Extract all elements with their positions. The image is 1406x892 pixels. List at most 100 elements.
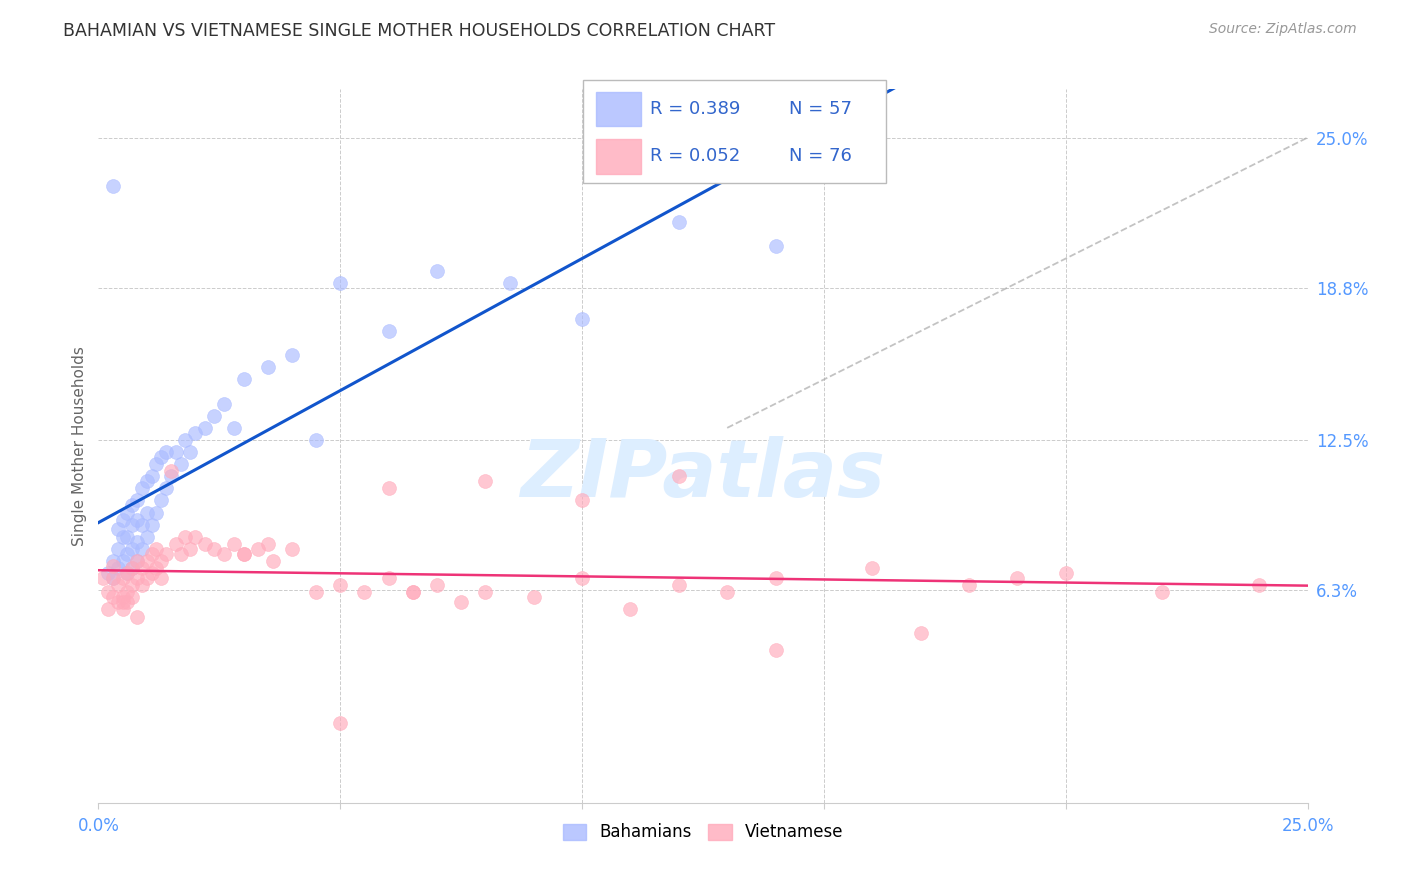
FancyBboxPatch shape — [596, 92, 641, 127]
Point — [765, 643, 787, 657]
Point — [127, 554, 149, 568]
Point — [131, 541, 153, 556]
Point — [101, 558, 124, 573]
Point — [121, 578, 143, 592]
Text: ZIPatlas: ZIPatlas — [520, 435, 886, 514]
Point — [127, 571, 149, 585]
Point — [426, 263, 449, 277]
Point — [127, 493, 149, 508]
Point — [141, 517, 163, 532]
Point — [194, 537, 217, 551]
Point — [1007, 571, 1029, 585]
Text: N = 76: N = 76 — [789, 147, 852, 165]
FancyBboxPatch shape — [596, 139, 641, 174]
Point — [97, 566, 120, 580]
Point — [131, 561, 153, 575]
Point — [121, 498, 143, 512]
Point — [135, 554, 157, 568]
Point — [117, 585, 139, 599]
Point — [131, 517, 153, 532]
Point — [174, 530, 197, 544]
Point — [155, 445, 177, 459]
Legend: Bahamians, Vietnamese: Bahamians, Vietnamese — [555, 817, 851, 848]
Point — [402, 585, 425, 599]
Point — [174, 433, 197, 447]
Point — [107, 595, 129, 609]
Point — [111, 590, 134, 604]
Point — [127, 513, 149, 527]
Point — [121, 517, 143, 532]
Point — [222, 421, 245, 435]
Point — [97, 602, 120, 616]
Point — [141, 469, 163, 483]
Text: R = 0.389: R = 0.389 — [650, 100, 741, 118]
Point — [474, 474, 496, 488]
Point — [377, 571, 399, 585]
Point — [101, 178, 124, 193]
Point — [101, 590, 124, 604]
Point — [377, 481, 399, 495]
Point — [165, 445, 187, 459]
Point — [135, 571, 157, 585]
FancyBboxPatch shape — [583, 80, 886, 183]
Point — [135, 530, 157, 544]
Point — [450, 595, 472, 609]
Point — [107, 541, 129, 556]
Point — [1054, 566, 1077, 580]
Point — [498, 276, 520, 290]
Point — [121, 561, 143, 575]
Point — [121, 561, 143, 575]
Point — [212, 547, 235, 561]
Point — [145, 506, 167, 520]
Point — [160, 464, 183, 478]
Point — [256, 537, 278, 551]
Point — [127, 609, 149, 624]
Point — [165, 537, 187, 551]
Point — [474, 585, 496, 599]
Point — [101, 554, 124, 568]
Point — [117, 566, 139, 580]
Point — [765, 571, 787, 585]
Text: Source: ZipAtlas.com: Source: ZipAtlas.com — [1209, 22, 1357, 37]
Point — [305, 433, 328, 447]
Point — [262, 554, 284, 568]
Text: N = 57: N = 57 — [789, 100, 852, 118]
Point — [150, 571, 173, 585]
Text: BAHAMIAN VS VIETNAMESE SINGLE MOTHER HOUSEHOLDS CORRELATION CHART: BAHAMIAN VS VIETNAMESE SINGLE MOTHER HOU… — [63, 22, 775, 40]
Point — [111, 554, 134, 568]
Point — [145, 541, 167, 556]
Point — [117, 530, 139, 544]
Point — [571, 571, 593, 585]
Point — [160, 469, 183, 483]
Point — [353, 585, 375, 599]
Point — [402, 585, 425, 599]
Point — [131, 481, 153, 495]
Point — [155, 547, 177, 561]
Point — [111, 602, 134, 616]
Point — [127, 554, 149, 568]
Point — [145, 561, 167, 575]
Point — [145, 457, 167, 471]
Point — [860, 561, 883, 575]
Point — [111, 530, 134, 544]
Point — [329, 716, 352, 731]
Point — [179, 541, 201, 556]
Point — [91, 571, 114, 585]
Point — [150, 450, 173, 464]
Point — [426, 578, 449, 592]
Point — [232, 547, 254, 561]
Point — [668, 215, 690, 229]
Point — [377, 324, 399, 338]
Point — [184, 530, 207, 544]
Point — [910, 626, 932, 640]
Point — [169, 457, 191, 471]
Point — [111, 595, 134, 609]
Point — [121, 541, 143, 556]
Point — [111, 571, 134, 585]
Point — [111, 513, 134, 527]
Point — [150, 493, 173, 508]
Point — [571, 312, 593, 326]
Point — [232, 372, 254, 386]
Point — [765, 239, 787, 253]
Point — [232, 547, 254, 561]
